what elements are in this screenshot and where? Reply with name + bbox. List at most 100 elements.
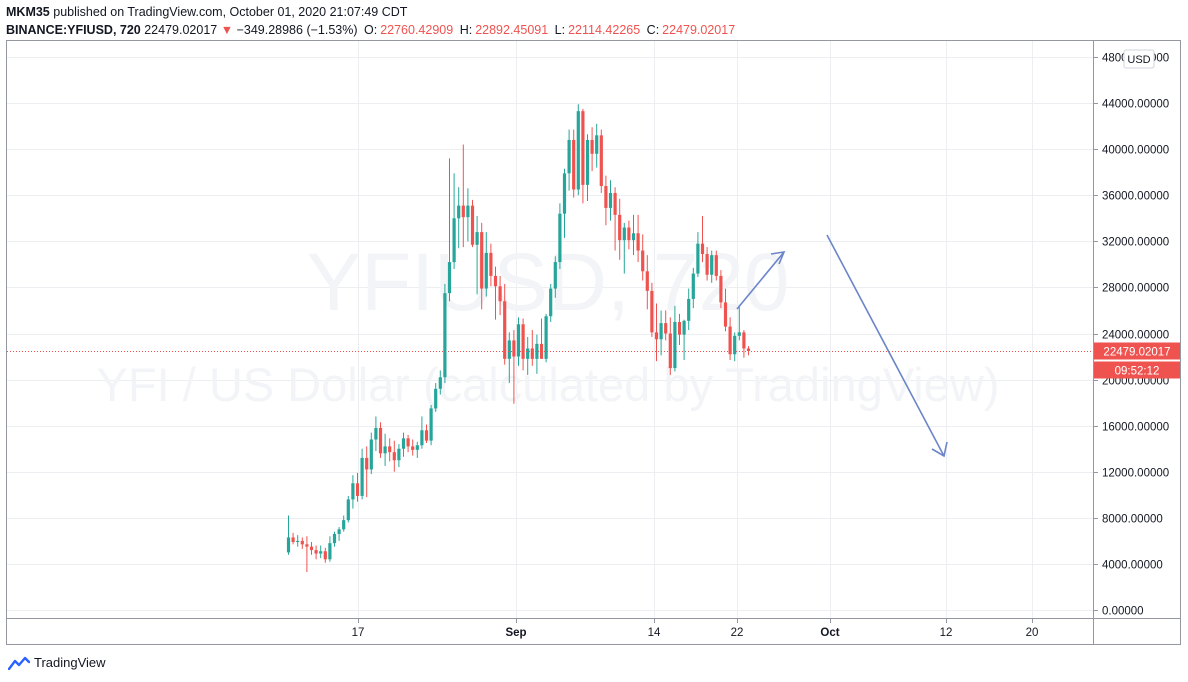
candle-down[interactable] (654, 303, 659, 362)
candle-up[interactable] (296, 535, 300, 547)
candle-up[interactable] (415, 441, 419, 458)
candle-down[interactable] (388, 438, 392, 462)
candle-up[interactable] (383, 433, 387, 466)
candle-up[interactable] (360, 448, 364, 500)
candle-down[interactable] (618, 198, 622, 260)
candle-up[interactable] (673, 305, 677, 372)
candle-up[interactable] (691, 267, 695, 309)
candle-up[interactable] (328, 536, 332, 562)
candle-down[interactable] (378, 422, 383, 458)
candle-down[interactable] (636, 214, 640, 263)
candle-down[interactable] (590, 127, 594, 172)
candle-down[interactable] (392, 440, 396, 472)
candle-down[interactable] (572, 129, 576, 198)
candle-up[interactable] (595, 123, 599, 168)
candle-up[interactable] (737, 307, 741, 341)
candle-down[interactable] (512, 330, 516, 404)
currency-button[interactable]: USD (1123, 49, 1155, 69)
candle-down[interactable] (664, 310, 668, 341)
time-axis[interactable]: 17 Sep 14 22 Oct 12 20 (352, 619, 1039, 639)
candle-down[interactable] (411, 439, 415, 456)
candle-down[interactable] (700, 215, 705, 263)
candle-down[interactable] (521, 318, 525, 371)
candle-down[interactable] (406, 434, 410, 453)
candle-down[interactable] (309, 542, 314, 555)
arrow-down-drawing[interactable] (826, 234, 948, 458)
candle-down[interactable] (645, 255, 649, 310)
candle-up[interactable] (562, 168, 567, 238)
candle-down[interactable] (641, 234, 645, 281)
candle-down[interactable] (668, 317, 672, 375)
candle-up[interactable] (397, 444, 401, 468)
candle-up[interactable] (429, 404, 433, 446)
candle-up[interactable] (342, 515, 346, 532)
candle-down[interactable] (300, 537, 304, 549)
candle-up[interactable] (682, 319, 686, 360)
candle-up[interactable] (622, 222, 626, 274)
candle-down[interactable] (365, 446, 369, 498)
candle-down[interactable] (424, 424, 429, 443)
candle-up[interactable] (374, 416, 378, 452)
candlestick-chart[interactable]: YFIUSD, 720 YFI / US Dollar (calculated … (7, 41, 1180, 644)
candle-down[interactable] (305, 536, 309, 572)
candle-up[interactable] (319, 545, 323, 559)
candle-down[interactable] (627, 220, 631, 250)
candle-down[interactable] (314, 545, 318, 560)
candle-down[interactable] (480, 222, 484, 310)
candle-up[interactable] (687, 288, 691, 331)
candle-up[interactable] (401, 432, 406, 457)
publisher-name[interactable]: MKM35 (6, 5, 50, 19)
candle-up[interactable] (608, 180, 613, 221)
candle-down[interactable] (677, 313, 682, 346)
candle-down[interactable] (746, 346, 751, 356)
candle-up[interactable] (452, 173, 456, 269)
candle-up[interactable] (443, 283, 447, 384)
candle-down[interactable] (723, 288, 728, 332)
chart-frame[interactable]: YFIUSD, 720 YFI / US Dollar (calculated … (6, 40, 1181, 645)
candle-up[interactable] (420, 416, 424, 449)
candle-up[interactable] (447, 158, 452, 302)
candle-down[interactable] (613, 187, 617, 251)
candle-up[interactable] (346, 495, 350, 523)
candle-up[interactable] (526, 336, 530, 375)
candle-down[interactable] (498, 275, 502, 316)
candle-up[interactable] (558, 203, 562, 269)
candle-up[interactable] (710, 250, 714, 283)
candle-up[interactable] (286, 515, 291, 555)
candle-down[interactable] (714, 250, 718, 281)
candle-up[interactable] (337, 527, 341, 541)
candle-up[interactable] (369, 432, 373, 475)
candle-down[interactable] (742, 330, 746, 358)
candle-down[interactable] (503, 283, 507, 365)
candle-up[interactable] (332, 531, 337, 547)
candle-up[interactable] (631, 214, 636, 256)
candle-down[interactable] (599, 129, 603, 193)
candle-down[interactable] (705, 247, 709, 281)
candle-down[interactable] (323, 547, 327, 563)
candle-down[interactable] (461, 144, 465, 248)
candle-up[interactable] (733, 332, 737, 362)
candle-down[interactable] (604, 175, 608, 226)
candle-down[interactable] (355, 472, 360, 502)
candle-up[interactable] (507, 332, 511, 384)
candle-down[interactable] (493, 266, 498, 320)
candle-down[interactable] (581, 108, 585, 204)
candle-up[interactable] (457, 187, 461, 249)
candle-down[interactable] (719, 270, 723, 309)
candle-up[interactable] (544, 313, 548, 363)
candle-up[interactable] (475, 215, 479, 295)
candle-down[interactable] (489, 243, 493, 287)
candle-down[interactable] (470, 199, 475, 248)
candle-up[interactable] (351, 475, 355, 509)
candle-up[interactable] (535, 334, 539, 374)
brand-name[interactable]: TradingView (34, 655, 106, 670)
candle-up[interactable] (567, 129, 571, 191)
candle-down[interactable] (530, 330, 534, 366)
arrow-up-drawing[interactable] (736, 250, 786, 310)
candle-up[interactable] (659, 310, 663, 356)
candle-down[interactable] (728, 317, 732, 360)
candle-up[interactable] (549, 283, 553, 322)
candle-up[interactable] (553, 256, 557, 298)
candle-up[interactable] (466, 188, 470, 242)
candle-up[interactable] (434, 383, 438, 412)
